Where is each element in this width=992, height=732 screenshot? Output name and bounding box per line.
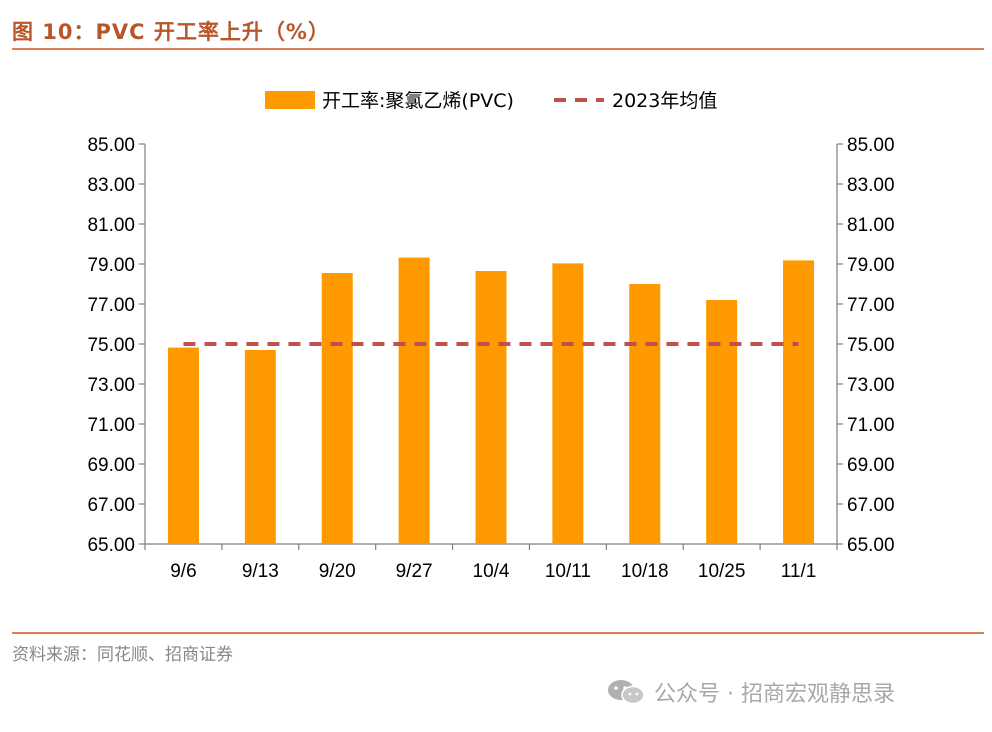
left-y-tick-label: 67.00 <box>87 495 135 516</box>
right-y-tick-label: 85.00 <box>847 135 895 156</box>
chart-legend: 开工率:聚氯乙烯(PVC) 2023年均值 <box>265 90 717 112</box>
watermark: 公众号 · 招商宏观静思录 <box>606 676 895 708</box>
bar <box>783 260 815 544</box>
legend-swatch-bar <box>265 91 315 109</box>
bar <box>321 273 353 544</box>
right-y-tick-label: 79.00 <box>847 255 895 276</box>
left-y-tick-label: 69.00 <box>87 455 135 476</box>
right-y-tick-label: 81.00 <box>847 215 895 236</box>
bar <box>244 350 276 544</box>
x-tick-label: 10/25 <box>698 561 746 582</box>
left-y-tick-label: 75.00 <box>87 335 135 356</box>
title-rule <box>12 48 984 50</box>
x-tick-label: 11/1 <box>781 561 817 582</box>
x-tick-label: 10/18 <box>621 561 669 582</box>
right-y-tick-label: 77.00 <box>847 295 895 316</box>
left-y-tick-label: 73.00 <box>87 375 135 396</box>
right-y-tick-label: 71.00 <box>847 415 895 436</box>
x-tick-label: 9/20 <box>319 561 356 582</box>
x-tick-label: 9/13 <box>242 561 279 582</box>
x-tick-label: 9/6 <box>170 561 196 582</box>
source-note: 资料来源：同花顺、招商证券 <box>12 645 233 665</box>
right-y-tick-label: 69.00 <box>847 455 895 476</box>
right-y-tick-label: 75.00 <box>847 335 895 356</box>
bar <box>706 300 738 544</box>
pvc-operating-rate-chart: 开工率:聚氯乙烯(PVC) 2023年均值 65.00 67.00 69.00 71.0… <box>87 90 894 582</box>
left-y-tick-label: 85.00 <box>87 135 135 156</box>
bar <box>167 347 199 544</box>
source-rule <box>12 632 984 634</box>
chart-axes: 65.00 67.00 69.00 71.00 73.00 75.00 77.00 79.00… <box>87 135 894 582</box>
left-y-tick-label: 77.00 <box>87 295 135 316</box>
legend-label-line: 2023年均值 <box>612 90 717 112</box>
legend-label-bar: 开工率:聚氯乙烯(PVC) <box>322 90 514 112</box>
right-y-tick-label: 73.00 <box>847 375 895 396</box>
x-tick-label: 10/4 <box>473 561 510 582</box>
bar-series <box>167 257 815 544</box>
bar <box>398 257 430 544</box>
left-y-tick-label: 81.00 <box>87 215 135 236</box>
right-y-tick-label: 67.00 <box>847 495 895 516</box>
wechat-icon <box>608 680 645 705</box>
left-y-tick-label: 83.00 <box>87 175 135 196</box>
right-y-tick-label: 83.00 <box>847 175 895 196</box>
left-y-tick-label: 79.00 <box>87 255 135 276</box>
x-tick-label: 9/27 <box>396 561 433 582</box>
left-y-tick-label: 71.00 <box>87 415 135 436</box>
figure-title: 图 10：PVC 开工率上升（%） <box>12 20 330 44</box>
x-tick-label: 10/11 <box>545 561 591 582</box>
bar <box>552 263 584 544</box>
watermark-text: 公众号 · 招商宏观静思录 <box>654 682 895 707</box>
left-y-tick-label: 65.00 <box>87 535 135 556</box>
bar <box>475 271 507 544</box>
bar <box>629 284 661 544</box>
right-y-tick-label: 65.00 <box>847 535 895 556</box>
